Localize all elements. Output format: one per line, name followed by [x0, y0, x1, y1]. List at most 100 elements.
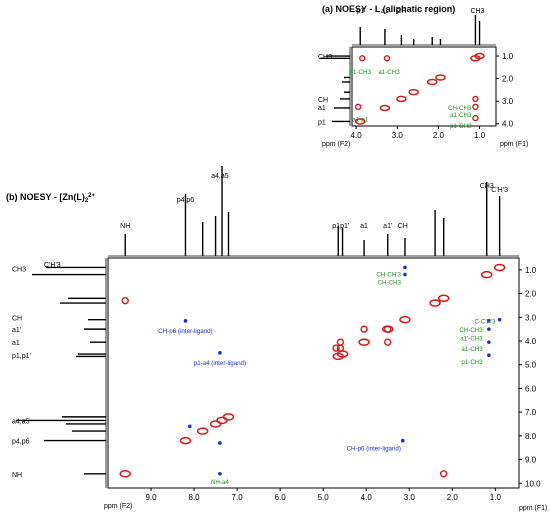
panel-a-y-ticks: 1.0 2.0 3.0 4.0 [496, 52, 514, 129]
cross-peak [384, 338, 392, 346]
panel-b-plot-frame [107, 257, 520, 489]
annotation-p1-ch3: p1-CH3 [461, 359, 483, 366]
left-peak-label-p4-p6: p4,p6 [12, 439, 30, 446]
left-peak-label-c-h-3: C'H'3 [44, 262, 61, 269]
left-peak-label-a1: a1 [318, 105, 326, 112]
diagonal-peak [358, 338, 370, 346]
top-peak-label-a1: a1' [383, 223, 392, 230]
cross-peak [121, 296, 129, 305]
diagonal-peak [435, 74, 446, 81]
top-peak-label-c-h-3: C'H'3 [491, 187, 508, 194]
top-peak-label-ch: CH [396, 8, 406, 15]
inter-peak [497, 317, 502, 322]
diagonal-peak [354, 118, 366, 125]
x-tick-label: 3.0 [392, 131, 404, 140]
inter-peak [183, 319, 188, 323]
cross-peak [332, 344, 340, 352]
left-peak-label-ch3: CH3 [12, 267, 26, 274]
panel-b-ylabel: ppm (F1) [519, 505, 547, 512]
y-tick-label: 7.0 [525, 408, 537, 417]
inter-peak [187, 424, 192, 429]
diagonal-peak [493, 263, 506, 272]
panel-b: (b) NOESY - [Zn(L)22+ NH p4,p6 a4,a5 p1 p1' a… [6, 166, 547, 512]
annotation-ch-ch3: CH-CH3 [459, 327, 483, 334]
diagonal-peak [379, 104, 391, 112]
diagonal-peak [474, 52, 485, 60]
cross-peak [439, 470, 448, 478]
panel-b-annotations: CH-CH'3CH-CH3C-C'H'3CH-CH3a1'-CH3a1-CH3p… [158, 271, 496, 485]
panel-b-title: (b) NOESY - [Zn(L)22+ [6, 192, 96, 204]
y-tick-label: 4.0 [502, 120, 514, 129]
y-tick-label: 1.0 [525, 266, 537, 275]
annotation-ch-ch3: CH-CH3 [378, 280, 402, 287]
cross-peak [359, 55, 366, 62]
x-tick-label: 5.0 [318, 493, 330, 502]
cross-peak [472, 95, 479, 103]
panel-b-x-ticks: 9.0 8.0 7.0 6.0 5.0 4.0 3.0 2.0 1.0 [145, 488, 501, 502]
y-tick-label: 4.0 [525, 337, 537, 346]
y-tick-label: 2.0 [525, 290, 537, 299]
panel-b-left-labels: CH3 C'H'3 CH a1' a1 p1,p1' a4,a5 p4,p6 NH [12, 262, 61, 479]
left-peak-label-p1-p1: p1,p1' [12, 353, 31, 360]
x-tick-label: 1.0 [474, 131, 486, 140]
top-peak-label-ch3: CH3 [470, 8, 484, 15]
x-tick-label: 4.0 [351, 131, 363, 140]
panel-b-y-ticks: 1.0 2.0 3.0 4.0 5.0 6.0 7.0 8.0 9.0 10.0 [519, 266, 541, 488]
diagonal-peak [429, 299, 441, 307]
diagonal-peak [179, 436, 192, 445]
diagonal-peak [222, 413, 235, 421]
y-tick-label: 10.0 [525, 479, 541, 488]
annotation-p1-ch3: p1-CH3 [350, 69, 372, 76]
diagonal-peak [216, 416, 228, 425]
x-tick-label: 7.0 [232, 493, 244, 502]
annotation-a1-ch3: a1'-CH3 [460, 335, 483, 342]
panel-b-xlabel: ppm (F2) [104, 503, 132, 510]
inter-peak [403, 265, 407, 270]
x-tick-label: 2.0 [433, 131, 445, 140]
inter-peak [487, 327, 491, 331]
x-tick-label: 3.0 [404, 493, 416, 502]
cross-peak [384, 325, 392, 333]
x-tick-label: 1.0 [490, 493, 502, 502]
panel-a-xlabel: ppm (F2) [322, 141, 350, 148]
annotation-p1-a4-inter-ligand: p1-a4 (inter-ligand) [194, 360, 246, 367]
diagonal-peak [399, 315, 411, 324]
y-tick-label: 8.0 [525, 432, 537, 441]
annotation-ch-p6-inter-ligand: CH-p6 (inter-ligand) [158, 328, 212, 335]
top-peak-label-p1: p1' [340, 223, 349, 230]
cross-peak [354, 103, 362, 111]
annotation-ch-p6-inter-ligand: CH-p6 (inter-ligand) [347, 446, 401, 453]
x-tick-label: 4.0 [361, 493, 373, 502]
panel-a-top-labels: p1 a1 CH CH3 [356, 8, 484, 15]
annotation-nh-a4: NH-a4 [211, 479, 229, 486]
left-peak-label-ch3: CH3 [318, 54, 332, 61]
diagonal-peak [437, 294, 450, 303]
left-peak-label-p1: p1 [318, 119, 326, 126]
annotation-a1-ch3: a1-CH3 [461, 346, 483, 353]
top-peak-label-p4-p6: p4,p6 [177, 197, 195, 204]
cross-peak [336, 338, 345, 346]
annotation-ch-ch3: CH-CH3 [448, 105, 472, 112]
diagonal-peak [426, 78, 438, 86]
annotation-ch-ch-3: CH-CH'3 [376, 271, 401, 278]
inter-peak [218, 471, 222, 476]
panel-a-ylabel: ppm (F1) [500, 141, 528, 148]
left-peak-label-a4-a5: a4,a5 [12, 418, 30, 425]
inter-peak [487, 353, 491, 358]
inter-peak [487, 340, 491, 344]
cross-peak [472, 114, 479, 122]
panel-b-f1-projection [16, 258, 107, 488]
annotation-c-c-h-3: C-C'H'3 [474, 319, 496, 326]
panel-b-peaks [119, 263, 506, 478]
y-tick-label: 9.0 [525, 456, 537, 465]
panel-a-f1-projection [320, 47, 351, 126]
left-peak-label-ch: CH [318, 97, 328, 104]
diagonal-peak [408, 88, 419, 96]
panel-a: (a) NOESY - L (aliphatic region) p1 a1 CH C… [318, 4, 528, 148]
panel-a-f2-projection [352, 15, 496, 46]
x-tick-label: 6.0 [275, 493, 287, 502]
top-peak-label-ch: CH [398, 223, 408, 230]
left-peak-label-a1: a1 [12, 340, 20, 347]
